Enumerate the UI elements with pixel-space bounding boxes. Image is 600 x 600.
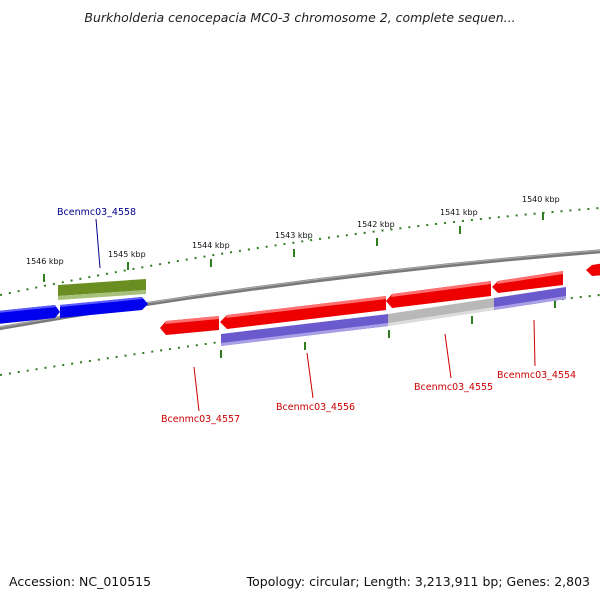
major-ticks bbox=[43, 212, 556, 358]
gene-label: Bcenmc03_4554 bbox=[497, 370, 576, 381]
gene-label: Bcenmc03_4556 bbox=[276, 402, 355, 413]
map-title: Burkholderia cenocepacia MC0-3 chromosom… bbox=[84, 10, 516, 25]
gene-label: Bcenmc03_4558 bbox=[57, 207, 136, 218]
gene-bcenmc03-4556[interactable] bbox=[220, 296, 386, 329]
topology-summary: Topology: circular; Length: 3,213,911 bp… bbox=[246, 574, 590, 589]
gene-label: Bcenmc03_4555 bbox=[414, 382, 493, 393]
accession-text: Accession: NC_010515 bbox=[9, 574, 152, 589]
track-purple-4554 bbox=[494, 287, 566, 310]
tick-label: 1542 kbp bbox=[357, 220, 395, 229]
gene-bcenmc03-4555[interactable] bbox=[386, 281, 491, 308]
track-grey-4555 bbox=[388, 298, 494, 326]
gene-bcenmc03-4558[interactable] bbox=[58, 279, 146, 300]
gene-bcenmc03-4554[interactable] bbox=[492, 271, 563, 293]
gene-reverse-blue[interactable] bbox=[60, 297, 148, 318]
tick-label: 1545 kbp bbox=[108, 250, 146, 259]
track-purple-4556 bbox=[221, 314, 388, 346]
tick-label: 1543 kbp bbox=[275, 231, 313, 240]
gene-right-edge[interactable] bbox=[586, 263, 600, 276]
tick-label: 1544 kbp bbox=[192, 241, 230, 250]
tick-label: 1540 kbp bbox=[522, 195, 560, 204]
gene-bcenmc03-4557[interactable] bbox=[160, 316, 219, 335]
tick-label: 1541 kbp bbox=[440, 208, 478, 217]
label-leaders bbox=[95, 218, 536, 412]
outer-ruler bbox=[0, 207, 600, 296]
gene-label: Bcenmc03_4557 bbox=[161, 414, 240, 425]
gene-reverse-left[interactable] bbox=[0, 305, 60, 324]
tick-label: 1546 kbp bbox=[26, 257, 64, 266]
